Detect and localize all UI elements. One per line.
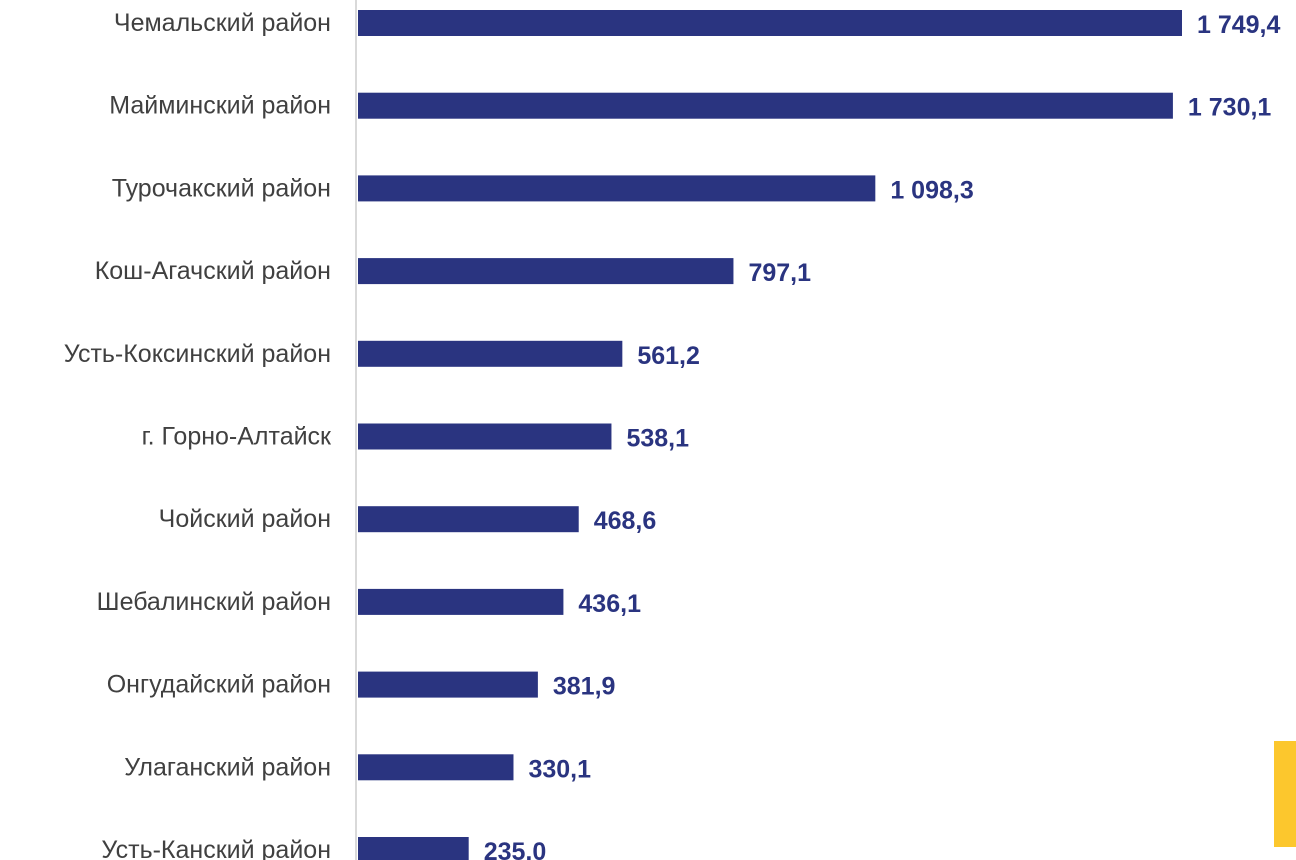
value-label: 1 730,1 [1188, 94, 1272, 122]
value-label: 561,2 [637, 342, 700, 370]
bar [358, 588, 564, 615]
category-label: Чемальский район [114, 9, 331, 37]
bar [358, 754, 514, 781]
value-label: 797,1 [748, 259, 811, 287]
category-label: Майминский район [109, 92, 331, 120]
value-label: 1 749,4 [1197, 11, 1281, 39]
value-label: 468,6 [594, 507, 657, 535]
value-label: 235,0 [484, 838, 547, 860]
category-label: Усть-Канский район [101, 836, 331, 860]
value-label: 381,9 [553, 673, 616, 701]
category-label: Улаганский район [124, 753, 331, 781]
value-label: 436,1 [578, 590, 641, 618]
value-label: 538,1 [626, 425, 689, 453]
category-label: Турочакский район [112, 174, 331, 202]
bar [358, 671, 538, 698]
category-label: Чойский район [159, 505, 331, 533]
accent-block [1274, 741, 1296, 847]
value-label: 1 098,3 [890, 176, 973, 204]
category-label: Кош-Агачский район [95, 257, 331, 285]
category-label: Усть-Коксинский район [64, 340, 331, 368]
bar [358, 258, 734, 285]
bar [358, 92, 1173, 119]
bar [358, 837, 469, 860]
category-label: г. Горно-Алтайск [142, 423, 332, 451]
category-label: Онгудайский район [107, 671, 331, 699]
bar [358, 423, 612, 450]
labels-group: Чемальский район 1 749,4 Майминский район 1… [64, 9, 1281, 860]
value-label: 330,1 [528, 755, 591, 783]
bars-group [358, 10, 1182, 860]
bar [358, 506, 579, 533]
bar [358, 340, 623, 367]
bar [358, 175, 876, 202]
category-label: Шебалинский район [97, 588, 331, 616]
bar [358, 10, 1182, 36]
